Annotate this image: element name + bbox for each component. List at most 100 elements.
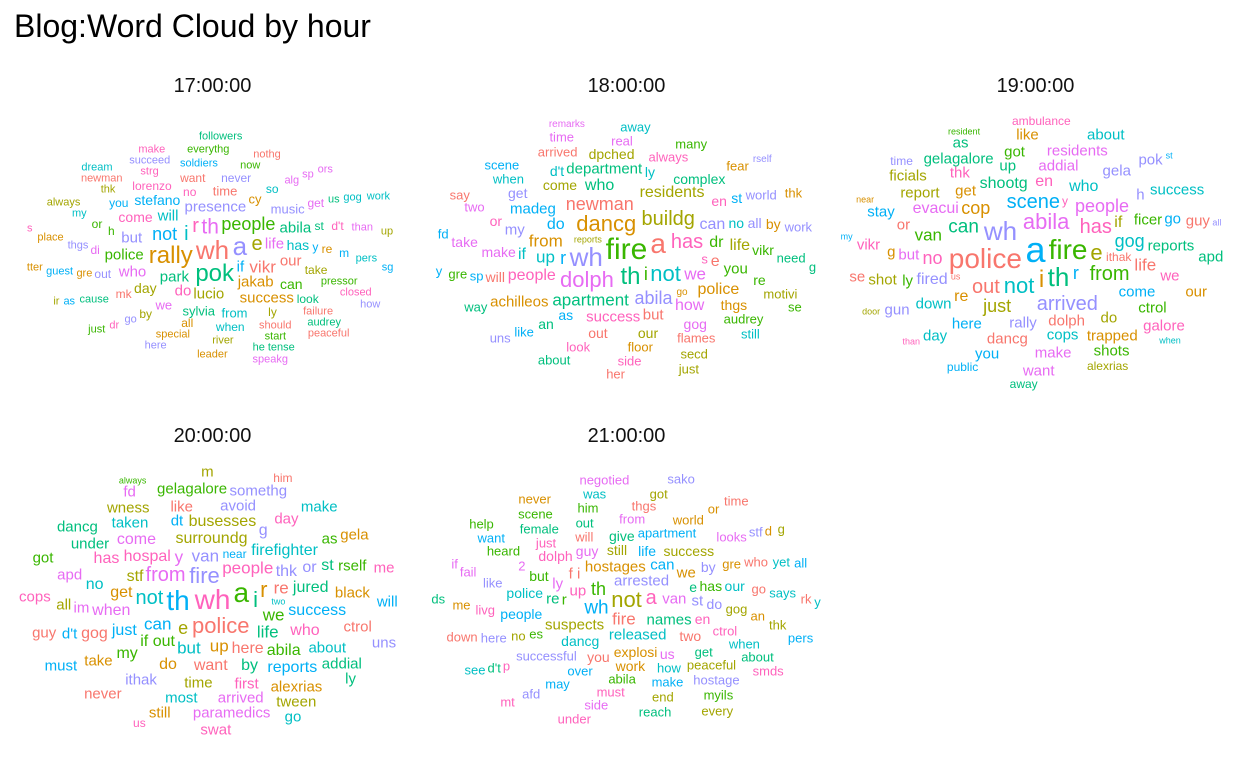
word: cop: [961, 197, 991, 218]
word: people: [221, 214, 276, 235]
word: work: [784, 219, 813, 235]
word: thgs: [720, 297, 748, 314]
word-cloud: wh th a police fire i r from not e people can we re va…: [10, 455, 415, 745]
word: if: [236, 258, 245, 276]
word: do: [159, 655, 177, 673]
word: down: [446, 629, 478, 645]
word: rself: [752, 154, 772, 166]
word: want: [180, 170, 206, 185]
word: not: [152, 224, 178, 245]
word: trapped: [1086, 327, 1138, 345]
word: look: [296, 291, 319, 306]
word: down: [915, 295, 952, 313]
word: d: [764, 523, 772, 539]
word: stefano: [134, 192, 181, 209]
word: apd: [57, 566, 83, 583]
word: swat: [200, 721, 232, 739]
word: dancg: [56, 518, 98, 536]
word: ors: [317, 163, 333, 176]
word: start: [264, 330, 287, 343]
word: dr: [709, 234, 724, 252]
panel-title: 20:00:00: [173, 425, 252, 447]
word: life: [638, 542, 657, 559]
word: r: [560, 247, 567, 268]
word: pers: [355, 252, 378, 265]
word: p: [502, 658, 511, 674]
word: go: [1164, 210, 1182, 228]
word: under: [557, 711, 591, 727]
word: apartment: [552, 290, 629, 310]
word: shot: [868, 271, 897, 289]
word: away: [1009, 376, 1038, 391]
word: wh: [195, 235, 230, 265]
word: jured: [292, 579, 329, 597]
word: hostages: [584, 558, 646, 576]
word: got: [1004, 143, 1025, 161]
word: guy: [575, 543, 599, 560]
word: tween: [276, 693, 317, 711]
word: but: [177, 638, 201, 658]
word: than: [351, 221, 373, 234]
word: way: [464, 299, 488, 315]
word: has: [1079, 215, 1112, 238]
word: time: [724, 493, 749, 509]
word: fire: [605, 233, 648, 266]
word: guy: [32, 624, 57, 642]
word: van: [662, 590, 687, 608]
word: van: [914, 225, 942, 245]
word: scene: [518, 506, 553, 522]
word: fd: [123, 483, 136, 501]
word: heard: [486, 543, 521, 559]
word: scene: [484, 157, 520, 173]
word: arrested: [614, 572, 670, 590]
word: come: [1118, 283, 1156, 301]
chart-title: Blog:Word Cloud by hour: [14, 8, 371, 44]
word: come: [116, 531, 156, 549]
word: ithak: [125, 671, 157, 689]
word: all: [56, 596, 72, 614]
word: e: [689, 578, 698, 595]
word: busesses: [188, 513, 257, 531]
word: guy: [1185, 212, 1210, 230]
word: fear: [726, 158, 749, 174]
word: ly: [644, 163, 656, 180]
word: st: [314, 219, 324, 234]
word: out: [575, 515, 594, 531]
word: nothg: [253, 148, 281, 161]
word: dt: [170, 512, 184, 530]
word: up: [536, 247, 555, 267]
wordcloud-panel: 17:00:00 wh a pok rally th i e r not people vikr pre…: [10, 65, 415, 395]
word: give: [608, 527, 635, 544]
word: ly: [902, 272, 914, 290]
word: tter: [26, 261, 43, 274]
word: hostage: [693, 672, 740, 688]
word: department: [566, 160, 643, 178]
word: thk: [769, 617, 787, 633]
word: wh: [194, 584, 231, 615]
word: says: [769, 585, 796, 601]
word: reports: [573, 234, 602, 245]
word: us: [950, 271, 961, 282]
word: not: [611, 587, 642, 612]
word: our: [637, 325, 659, 342]
word: from: [1089, 262, 1130, 285]
word: him: [273, 471, 293, 486]
word: wness: [106, 499, 150, 517]
word: about: [741, 649, 774, 665]
word: can: [144, 614, 172, 634]
word: an: [750, 608, 765, 624]
word: i: [643, 264, 648, 285]
panel-title: 21:00:00: [587, 425, 666, 447]
word: time: [549, 129, 574, 145]
word: people: [1074, 195, 1130, 216]
word: resident: [948, 126, 981, 137]
word: cy: [248, 191, 262, 207]
word: newman: [80, 172, 123, 185]
word: 2: [518, 558, 526, 574]
word: d't: [549, 162, 565, 179]
word: day: [134, 280, 157, 297]
word: surroundg: [175, 529, 248, 547]
word: my: [840, 231, 853, 242]
word: police: [506, 585, 544, 602]
word: gun: [884, 301, 910, 319]
